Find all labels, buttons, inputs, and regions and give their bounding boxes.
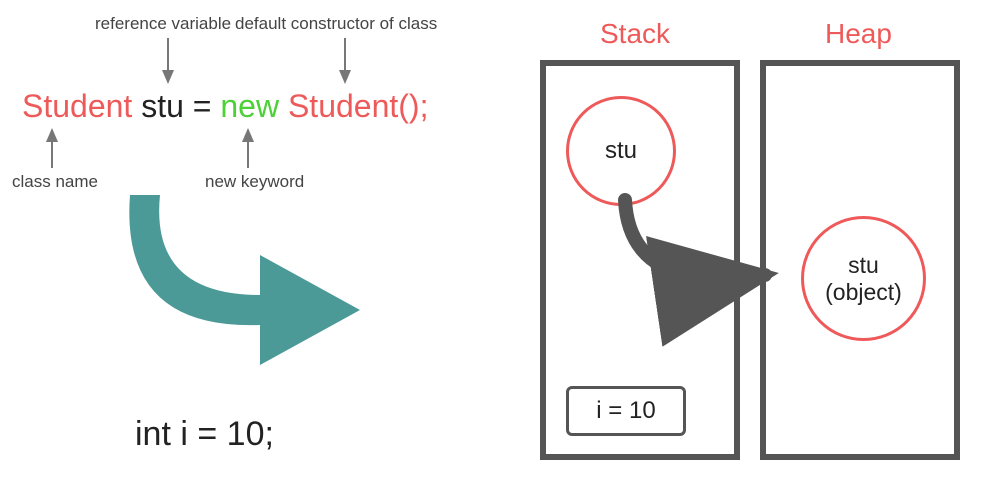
stack-to-heap-arrow	[540, 60, 960, 460]
teal-arrow	[120, 175, 380, 365]
annotation-class-name: class name	[12, 172, 98, 192]
heap-title: Heap	[825, 18, 892, 50]
code-line-primitive: int i = 10;	[135, 415, 274, 454]
stack-title: Stack	[600, 18, 670, 50]
